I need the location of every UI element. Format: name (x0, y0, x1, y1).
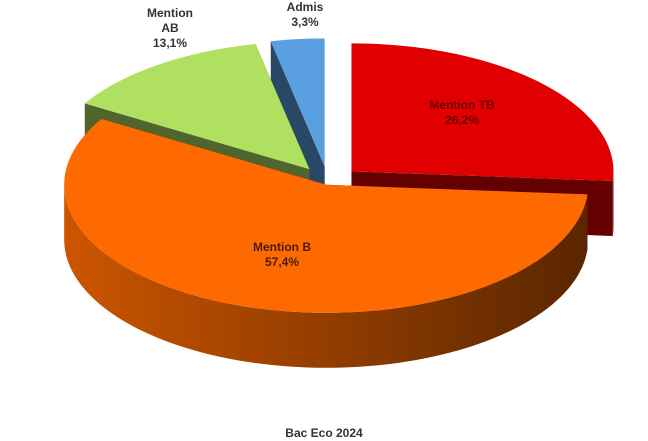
category-label: Mention TB (429, 98, 495, 112)
slice-wall (612, 171, 614, 237)
value-label: 3,3% (291, 15, 319, 29)
chart-title: Bac Eco 2024 (285, 426, 363, 440)
value-label: 57,4% (264, 255, 300, 269)
slice-label: Admis 3,3% (287, 0, 324, 30)
category-label: Mention B (253, 240, 311, 254)
slice (64, 118, 588, 313)
value-label: 26,2% (444, 113, 480, 127)
slice (270, 38, 325, 167)
slice (351, 43, 614, 182)
category-label: Admis (286, 0, 324, 14)
slice-label: Mention B 57,4% (253, 240, 311, 270)
slice (84, 44, 310, 170)
slice-side (270, 41, 325, 222)
slice-wall (64, 184, 588, 368)
category-label: Mention AB (147, 6, 193, 35)
slice-label: Mention TB 26,2% (429, 98, 494, 128)
value-label: 13,1% (152, 36, 188, 50)
slice-label: Mention AB 13,1% (140, 6, 200, 51)
